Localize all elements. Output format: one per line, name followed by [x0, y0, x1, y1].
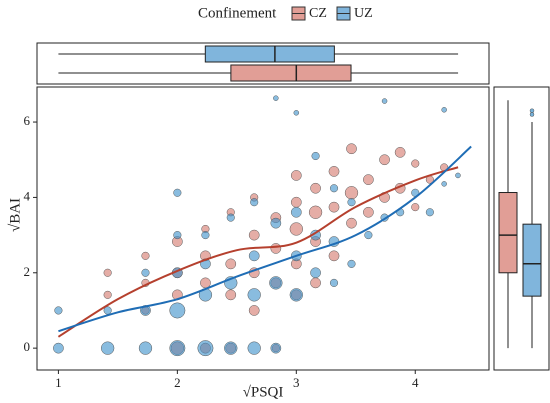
bubble: [329, 184, 339, 193]
bubble: [54, 306, 63, 315]
x-tick-label: 2: [174, 375, 181, 390]
bubble: [347, 198, 356, 207]
bubble: [310, 182, 321, 194]
legend-label: UZ: [354, 6, 373, 21]
x-tick-label: 4: [412, 375, 419, 390]
bubble: [289, 222, 303, 236]
bubble: [347, 259, 356, 268]
bubble: [248, 250, 260, 262]
bubble: [328, 166, 340, 177]
bubble: [293, 110, 300, 116]
y-tick-label: 0: [24, 339, 31, 354]
bubble: [101, 341, 115, 355]
outlier: [529, 112, 535, 117]
bubble: [290, 206, 302, 218]
bubble: [224, 341, 238, 355]
x-tick-label: 1: [55, 375, 62, 390]
top-panel: [36, 42, 490, 85]
legend-title: Confinement: [198, 5, 277, 21]
bubble: [441, 181, 447, 187]
bubble: [269, 276, 283, 290]
bubble: [364, 231, 373, 240]
bubble: [247, 341, 261, 355]
y-tick-label: 6: [24, 113, 31, 128]
bubble: [201, 231, 210, 240]
bubble: [455, 172, 461, 179]
bubble: [226, 213, 235, 222]
y-tick-label: 4: [24, 188, 31, 203]
bubble: [270, 243, 282, 254]
smooth-line: [58, 145, 472, 333]
bubble: [270, 342, 282, 354]
right-panel: [493, 86, 550, 371]
bubble: [344, 186, 359, 200]
main-panel: [36, 86, 490, 371]
y-axis-label: √BAI: [7, 198, 23, 232]
bubble: [248, 305, 260, 316]
box: [230, 64, 352, 82]
bubble: [248, 229, 260, 241]
smooth-line: [57, 166, 459, 338]
bubble: [346, 143, 357, 155]
bubble: [346, 217, 357, 229]
bubble: [311, 151, 320, 161]
bubble: [197, 340, 214, 357]
bubble: [250, 198, 259, 207]
bubble: [310, 267, 321, 279]
bubble: [381, 98, 388, 104]
x-tick-label: 3: [293, 375, 300, 390]
bubble: [289, 288, 303, 302]
bubble: [103, 290, 112, 299]
bubble: [328, 250, 340, 262]
bubble: [173, 188, 182, 197]
bubble: [290, 170, 302, 181]
bubble: [103, 268, 112, 277]
box: [522, 223, 542, 297]
bubble: [329, 278, 339, 287]
bubble: [310, 277, 321, 289]
bubble: [141, 268, 150, 277]
bubble: [247, 288, 261, 302]
bubble: [173, 231, 182, 240]
x-axis-label: √PSQI: [243, 384, 284, 400]
bubble: [363, 206, 374, 218]
bubble: [379, 154, 390, 166]
outlier: [529, 108, 535, 113]
bubble: [225, 258, 237, 270]
bubble: [225, 289, 237, 301]
bubble: [270, 217, 282, 229]
bubble: [169, 340, 186, 357]
legend-label: CZ: [309, 6, 327, 21]
bubble: [273, 95, 279, 101]
bubble: [200, 277, 211, 289]
box: [204, 45, 335, 63]
bubble: [53, 342, 64, 354]
bubble: [363, 174, 374, 185]
bubble: [441, 107, 447, 113]
bubble: [308, 205, 323, 219]
bubble: [169, 302, 186, 319]
bubble: [411, 203, 420, 212]
bubble: [425, 208, 434, 217]
bubble: [328, 201, 340, 213]
bubble: [411, 159, 420, 168]
bubble: [290, 196, 302, 208]
box: [498, 192, 518, 274]
bubble: [394, 146, 406, 158]
bubble: [140, 305, 151, 316]
bubble: [138, 341, 153, 355]
bubble: [141, 251, 150, 260]
y-tick-label: 2: [24, 264, 31, 279]
